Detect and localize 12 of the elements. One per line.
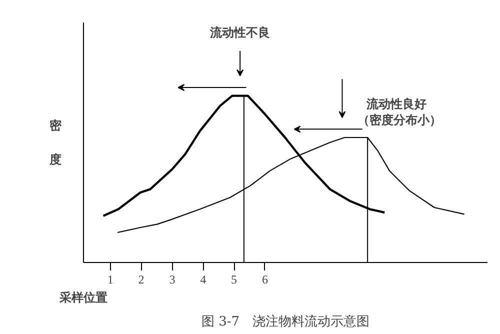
x-tick-label: 2: [138, 272, 144, 286]
text: 流动性不良: [209, 26, 270, 40]
x-tick-label: 5: [231, 272, 238, 286]
x-tick-label: 1: [107, 272, 114, 286]
text: 图 3-7 浇注物料流动示意图: [201, 314, 370, 330]
x-tick-label: 6: [262, 272, 268, 286]
x-axis-title: 采样位置: [58, 290, 108, 304]
text: 密度: [50, 118, 62, 166]
annotation: （密度分布小）: [357, 113, 442, 128]
annotation: 流动性良好: [365, 97, 426, 112]
x-tick-label: 3: [169, 272, 176, 286]
x-tick-label: 4: [200, 272, 206, 286]
